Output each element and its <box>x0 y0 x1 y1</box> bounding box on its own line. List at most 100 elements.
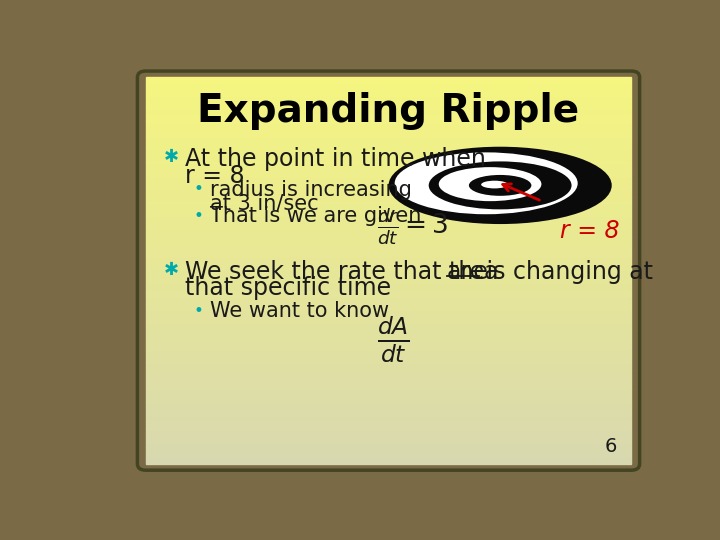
Bar <box>145 442 631 443</box>
Bar <box>145 110 631 111</box>
Bar <box>145 440 631 441</box>
Bar <box>145 344 631 346</box>
Ellipse shape <box>481 181 508 188</box>
Bar <box>145 396 631 397</box>
Bar <box>145 114 631 116</box>
Bar <box>145 221 631 223</box>
Bar <box>145 299 631 300</box>
Bar <box>145 293 631 294</box>
Bar <box>145 246 631 247</box>
Bar <box>145 269 631 271</box>
Bar <box>145 147 631 148</box>
Bar <box>145 320 631 321</box>
Bar <box>145 298 631 299</box>
Bar <box>145 413 631 414</box>
Bar <box>145 131 631 133</box>
Bar <box>145 370 631 371</box>
Bar <box>145 184 631 186</box>
Bar <box>145 428 631 429</box>
Bar <box>145 169 631 170</box>
Bar <box>145 336 631 338</box>
Bar <box>145 242 631 244</box>
Bar <box>145 406 631 407</box>
Bar <box>145 204 631 205</box>
Bar <box>145 160 631 161</box>
Bar <box>145 80 631 81</box>
Bar <box>145 401 631 402</box>
Bar <box>145 281 631 282</box>
Bar <box>145 264 631 266</box>
Bar <box>145 178 631 179</box>
Bar <box>145 400 631 401</box>
Bar <box>145 108 631 110</box>
Bar <box>145 152 631 153</box>
Bar <box>145 207 631 209</box>
Bar <box>145 387 631 388</box>
Bar <box>145 369 631 370</box>
Bar <box>145 404 631 406</box>
Bar <box>145 113 631 114</box>
Bar <box>145 176 631 177</box>
Bar <box>145 371 631 373</box>
Bar <box>145 226 631 227</box>
Bar <box>145 300 631 301</box>
Bar <box>145 280 631 281</box>
Bar <box>145 306 631 307</box>
Bar <box>145 215 631 217</box>
Bar <box>145 375 631 376</box>
Bar <box>145 307 631 308</box>
Bar <box>145 170 631 171</box>
Bar <box>145 444 631 446</box>
Bar <box>145 151 631 152</box>
Bar <box>145 343 631 344</box>
Bar <box>145 245 631 246</box>
Bar <box>145 394 631 396</box>
Bar <box>145 134 631 136</box>
Bar <box>145 453 631 454</box>
Bar <box>145 437 631 438</box>
Bar <box>145 268 631 269</box>
Bar <box>145 133 631 134</box>
Bar <box>145 363 631 364</box>
Bar <box>145 296 631 298</box>
Bar <box>145 237 631 238</box>
Bar <box>145 322 631 323</box>
Bar <box>145 146 631 147</box>
Bar <box>145 414 631 415</box>
Bar <box>145 358 631 360</box>
Bar <box>145 164 631 165</box>
Bar <box>145 180 631 181</box>
Bar <box>145 138 631 139</box>
Bar <box>145 353 631 354</box>
Bar <box>145 294 631 295</box>
Bar <box>145 273 631 274</box>
Bar <box>145 327 631 329</box>
Bar <box>145 354 631 356</box>
Bar <box>145 89 631 90</box>
Bar <box>145 85 631 86</box>
Bar <box>145 417 631 419</box>
Bar <box>145 121 631 123</box>
Bar <box>145 459 631 460</box>
Bar <box>145 217 631 218</box>
Bar <box>145 357 631 358</box>
Bar <box>145 259 631 260</box>
Bar <box>145 223 631 224</box>
Bar <box>145 187 631 188</box>
Bar <box>145 104 631 106</box>
Bar <box>145 125 631 126</box>
Bar <box>145 331 631 333</box>
Bar <box>145 84 631 85</box>
Bar <box>145 158 631 160</box>
Bar <box>145 454 631 455</box>
Bar <box>145 450 631 451</box>
Ellipse shape <box>438 167 541 201</box>
Text: r = 8: r = 8 <box>559 219 619 242</box>
Bar <box>145 250 631 251</box>
Bar <box>145 211 631 213</box>
Bar <box>145 388 631 389</box>
Bar <box>145 94 631 96</box>
Text: at 3 in/sec: at 3 in/sec <box>210 194 318 214</box>
Ellipse shape <box>469 175 531 196</box>
Bar <box>145 198 631 200</box>
